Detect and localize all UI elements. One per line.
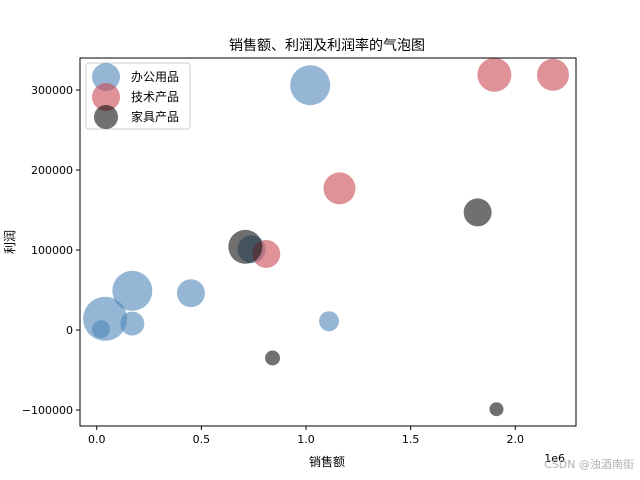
x-axis-ticks: 0.0 0.5 1.0 1.5 2.0 <box>88 426 524 446</box>
legend-marker-0 <box>92 63 120 91</box>
legend-label-1: 技术产品 <box>131 90 179 104</box>
chart-title: 销售额、利润及利润率的气泡图 <box>229 37 425 54</box>
y-axis-ticks: −100000 0 100000 200000 300000 <box>22 84 80 417</box>
bubble-0-7 <box>319 311 340 332</box>
bubble-0-3 <box>176 279 205 308</box>
y-tick-label: 300000 <box>31 84 73 97</box>
x-tick-label: 1.0 <box>297 433 315 446</box>
y-tick-label: 0 <box>66 324 73 337</box>
bubble-0-6 <box>91 320 110 339</box>
x-axis-offset-label: 1e6 <box>544 452 565 465</box>
bubble-0-5 <box>120 311 145 336</box>
bubble-2-2 <box>265 350 281 366</box>
bubble-0-1 <box>112 270 153 311</box>
x-tick-label: 0.5 <box>193 433 211 446</box>
x-axis-label: 销售额 <box>309 454 345 469</box>
bubble-marks <box>83 57 569 417</box>
x-tick-label: 2.0 <box>507 433 525 446</box>
y-tick-label: −100000 <box>22 404 73 417</box>
bubble-1-2 <box>323 172 356 205</box>
x-tick-label: 0.0 <box>88 433 106 446</box>
bubble-2-1 <box>463 198 492 227</box>
bubble-1-1 <box>536 58 569 91</box>
watermark: CSDN @浊酒南街 <box>544 458 634 471</box>
legend-marker-2 <box>94 105 118 129</box>
bubble-0-0 <box>290 65 331 106</box>
legend-marker-1 <box>92 83 120 111</box>
bubble-2-3 <box>489 402 504 417</box>
y-tick-label: 200000 <box>31 164 73 177</box>
bubble-1-0 <box>477 57 512 92</box>
plot-frame <box>79 57 577 427</box>
y-tick-label: 100000 <box>31 244 73 257</box>
legend-label-0: 办公用品 <box>131 69 179 84</box>
bubble-2-0 <box>228 229 263 264</box>
y-axis-label: 利润 <box>3 230 17 254</box>
legend-label-2: 家具产品 <box>131 109 179 124</box>
x-tick-label: 1.5 <box>402 433 420 446</box>
